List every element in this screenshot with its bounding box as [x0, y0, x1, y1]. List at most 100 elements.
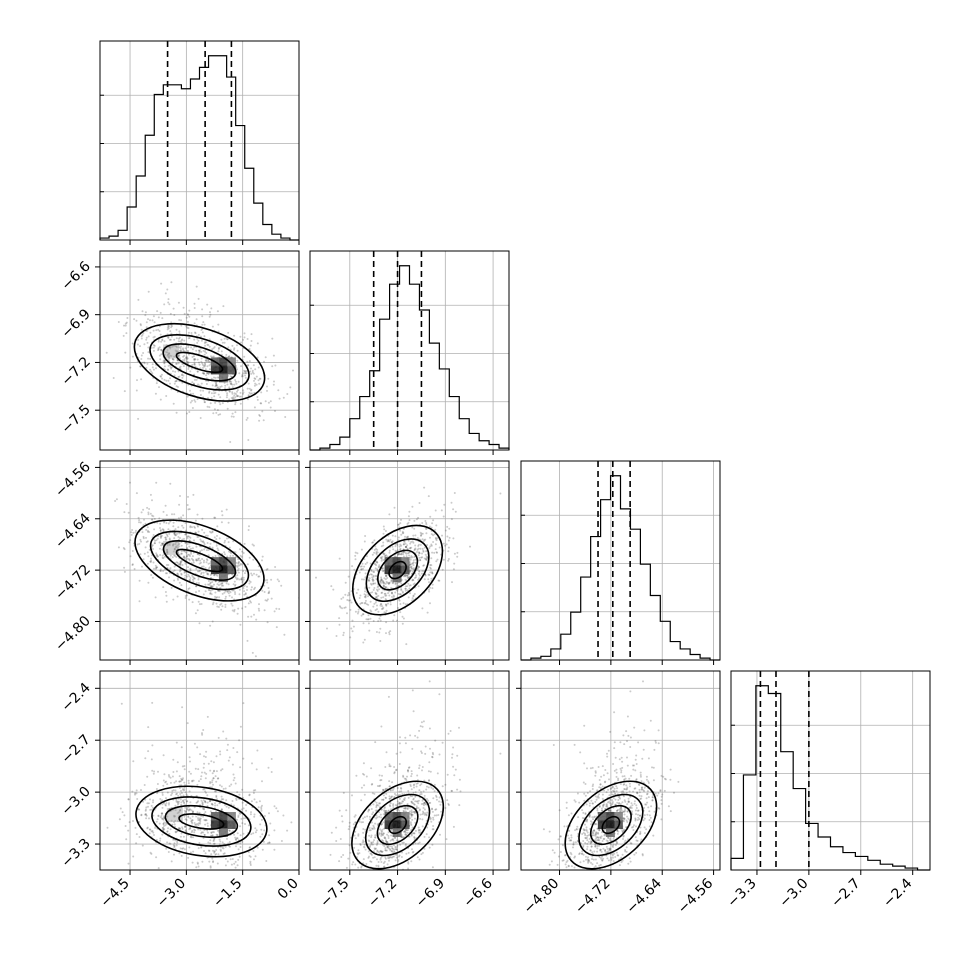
density-cell: [218, 828, 228, 838]
density-cell: [392, 820, 402, 830]
contour-level: [175, 548, 224, 573]
y-tick-label: −4.56: [52, 459, 94, 501]
sample-points: [106, 701, 293, 870]
density-cell: [210, 820, 220, 830]
contour-level: [388, 560, 407, 580]
density-cell: [163, 540, 180, 555]
x-tick-label: −1.5: [210, 876, 245, 911]
contour-level: [162, 539, 237, 582]
panel-frame: [520, 460, 721, 661]
histogram-panel-0: [99, 40, 300, 241]
y-tick-label: −4.80: [52, 613, 94, 655]
density-cell: [605, 812, 615, 822]
density-cell: [226, 557, 236, 567]
x-tick-label: −7.2: [365, 876, 400, 911]
y-tick-label: −4.72: [52, 562, 94, 604]
density-cell: [384, 557, 394, 567]
scatter-panel-1-2: [309, 460, 510, 661]
x-tick-label: −4.72: [572, 876, 614, 918]
y-tick-label: −6.9: [58, 306, 93, 341]
contour-level: [175, 351, 224, 374]
density-cell: [218, 557, 228, 567]
scatter-panel-1-3: [309, 670, 510, 871]
density-cell: [163, 344, 180, 359]
x-tick-label: −4.56: [675, 875, 717, 917]
density-cell: [218, 573, 228, 583]
scatter-panel-0-1: [99, 250, 300, 451]
contour-level: [365, 538, 430, 602]
x-tick-label: −3.3: [724, 876, 759, 911]
contour-level: [377, 549, 419, 591]
density-cell: [218, 565, 228, 575]
density-cell: [226, 365, 236, 375]
density-cell: [392, 565, 402, 575]
histogram-steps: [310, 265, 510, 451]
density-cell: [218, 812, 228, 822]
panel-frame: [309, 460, 510, 661]
y-tick-label: −7.2: [58, 354, 93, 389]
histogram-steps: [99, 55, 299, 241]
contour-level: [178, 813, 225, 830]
y-tick-label: −7.5: [58, 402, 93, 437]
histogram-panel-3: [730, 670, 931, 871]
histogram-panel-2: [520, 460, 721, 661]
x-tick-label: −6.9: [413, 876, 448, 911]
x-tick-label: −4.80: [521, 876, 563, 918]
density-cell: [400, 557, 410, 567]
density-cell: [226, 820, 236, 830]
contour-level: [564, 780, 658, 870]
contour-level: [134, 519, 265, 602]
panel-frame: [309, 670, 510, 871]
contour-level: [149, 530, 250, 591]
contour-level: [133, 322, 266, 402]
density-cell: [613, 812, 623, 822]
contour-level: [151, 796, 252, 847]
x-tick-label: −2.4: [880, 875, 915, 910]
x-tick-label: −6.6: [461, 875, 496, 910]
density-cell: [605, 820, 615, 830]
y-tick-label: −2.4: [58, 680, 93, 715]
x-tick-label: −3.0: [776, 876, 811, 911]
x-tick-label: −4.5: [98, 876, 133, 911]
panel-frame: [99, 670, 300, 871]
scatter-panel-0-2: [99, 460, 300, 661]
histogram-panel-1: [309, 250, 510, 451]
contour-level: [162, 343, 237, 382]
y-tick-label: −6.6: [58, 258, 93, 293]
scatter-panel-0-3: [99, 670, 300, 871]
y-tick-label: −3.3: [58, 836, 93, 871]
density-cell: [400, 812, 410, 822]
panel-frame: [730, 670, 931, 871]
contour-level: [364, 793, 431, 857]
density-cell: [218, 365, 228, 375]
histogram-steps: [521, 475, 720, 661]
contour-level: [601, 815, 621, 835]
density-cell: [210, 812, 220, 822]
density-cell: [226, 357, 236, 367]
contour-level: [149, 334, 250, 391]
contour-level: [351, 780, 445, 870]
density-cell: [384, 812, 394, 822]
x-tick-label: −7.5: [317, 876, 352, 911]
density-cell: [597, 812, 607, 822]
y-tick-label: −3.0: [58, 784, 93, 819]
panel-frame: [99, 40, 300, 241]
contour-level: [589, 804, 632, 846]
x-tick-label: 0.0: [275, 876, 302, 903]
panel-frame: [309, 250, 510, 451]
contour-level: [578, 793, 644, 857]
y-tick-label: −4.64: [52, 510, 94, 552]
density-cell: [392, 812, 402, 822]
y-tick-label: −2.7: [58, 732, 93, 767]
contour-level: [376, 804, 419, 846]
x-tick-label: −2.7: [828, 876, 863, 911]
contour-level: [388, 815, 408, 835]
density-cell: [218, 357, 228, 367]
panel-frame: [520, 670, 721, 871]
scatter-panel-2-3: [520, 670, 721, 871]
contour-level: [164, 804, 239, 839]
x-tick-label: −4.64: [623, 875, 665, 917]
density-cell: [210, 565, 220, 575]
contour-level: [135, 785, 268, 858]
